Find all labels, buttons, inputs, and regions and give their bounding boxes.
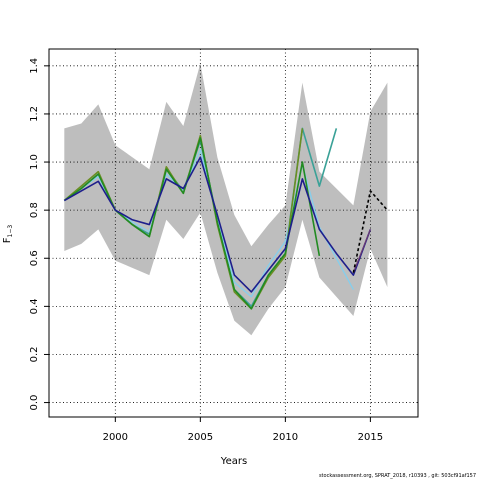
x-axis: 2000 2005 2010 2015 (103, 417, 383, 443)
series-line-3 (63, 137, 321, 310)
x-tick-label-3: 2015 (358, 432, 383, 443)
y-axis-title-sub: 1−3 (7, 225, 14, 238)
series-lines (63, 127, 388, 310)
y-axis-title-main: F (2, 237, 13, 243)
plot-frame (48, 48, 419, 418)
series-line-5 (352, 229, 371, 273)
x-tick-label-2: 2010 (273, 432, 298, 443)
x-tick-label-0: 2000 (103, 432, 128, 443)
series-line-6 (352, 190, 388, 273)
y-axis: 0.0 0.2 0.4 0.6 0.8 1.0 1.2 1.4 (29, 58, 49, 411)
confidence-band (64, 63, 388, 336)
confidence-band-area (64, 63, 388, 336)
x-axis-title: Years (220, 456, 247, 467)
y-tick-label-3: 0.6 (29, 250, 40, 266)
y-tick-label-0: 0.0 (29, 395, 40, 411)
y-tick-label-4: 0.8 (29, 202, 40, 218)
series-line-4 (63, 156, 372, 293)
y-tick-label-1: 0.2 (29, 347, 40, 363)
y-axis-title: F1−3 (2, 225, 14, 244)
footer-credit: stockassessment.org, SPRAT_2018, r10393 … (318, 473, 476, 479)
y-tick-label-2: 0.4 (29, 298, 40, 314)
y-tick-label-5: 1.0 (29, 154, 40, 170)
y-tick-label-7: 1.4 (29, 58, 40, 74)
y-tick-label-6: 1.2 (29, 106, 40, 122)
x-tick-label-1: 2005 (188, 432, 213, 443)
